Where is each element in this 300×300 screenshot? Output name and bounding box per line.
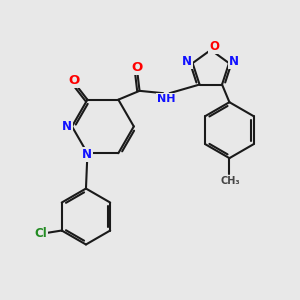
Text: N: N [229,55,239,68]
Text: O: O [209,40,219,53]
Text: CH₃: CH₃ [220,176,240,186]
Text: Cl: Cl [34,227,47,240]
Text: N: N [62,120,72,133]
Text: N: N [82,148,92,161]
Text: NH: NH [157,94,175,104]
Text: N: N [182,55,192,68]
Text: O: O [131,61,142,74]
Text: O: O [68,74,79,87]
